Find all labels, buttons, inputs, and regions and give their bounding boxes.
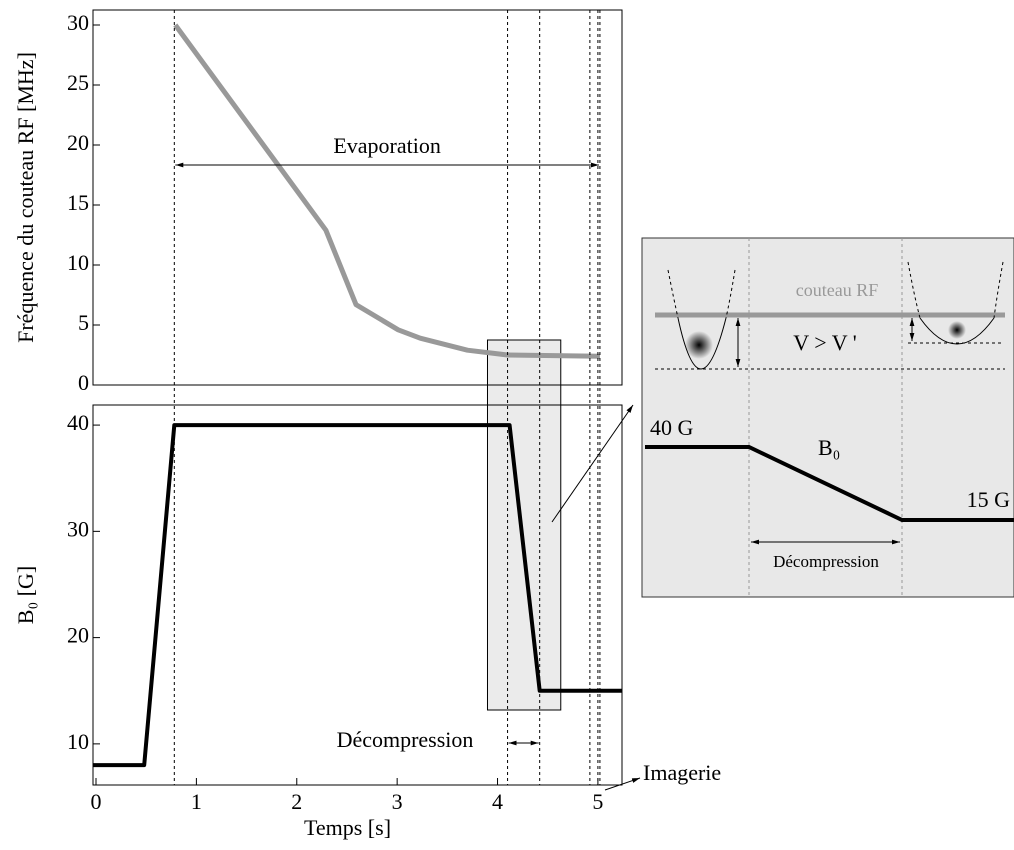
y-tick-label: 40 (67, 410, 89, 435)
field-label: B₀ (818, 435, 840, 460)
y-tick-label: 15 (67, 190, 89, 215)
evaporation-label: Evaporation (333, 133, 441, 158)
trap-top (907, 261, 921, 319)
decompression-label: Décompression (337, 727, 474, 752)
knife-label: couteau RF (796, 280, 879, 300)
trap-top (993, 261, 1004, 319)
series-line (173, 23, 600, 359)
y-tick-label: 5 (78, 310, 89, 335)
trap (677, 317, 727, 370)
inset: couteau RF V > V ' 40 G B₀ 15 G Décompre… (641, 237, 1014, 598)
y-tick-label: 10 (67, 250, 89, 275)
y-tick-label: 20 (67, 623, 89, 648)
y-tick-label: 30 (67, 10, 89, 35)
y-tick-label: 10 (67, 729, 89, 754)
atom-cloud (685, 331, 713, 359)
atom-cloud (948, 321, 966, 339)
inset-frame (641, 237, 1014, 598)
x-tick-label: 2 (291, 789, 302, 814)
imaging-arrow (604, 777, 641, 791)
end-field: 15 G (967, 487, 1011, 512)
y-tick-label: 25 (67, 70, 89, 95)
x-tick-label: 5 (592, 789, 603, 814)
plot-frame (92, 404, 623, 786)
zoom-arrow (551, 404, 634, 523)
zoom-region (486, 339, 562, 711)
imaging-label: Imagerie (643, 760, 721, 785)
x-tick-label: 1 (191, 789, 202, 814)
x-tick-label: 3 (392, 789, 403, 814)
series-line (93, 423, 622, 768)
y-tick-label: 0 (78, 370, 89, 395)
y-axis-label: B₀ [G] (13, 566, 38, 624)
x-axis-label: Temps [s] (304, 815, 391, 840)
y-axis-label: Fréquence du couteau RF [MHz] (13, 52, 38, 343)
inequality: V > V ' (793, 330, 856, 355)
y-tick-label: 30 (67, 516, 89, 541)
field-ramp (645, 445, 1014, 522)
trap (919, 317, 995, 345)
x-tick-label: 0 (91, 789, 102, 814)
x-tick-label: 4 (492, 789, 503, 814)
start-field: 40 G (650, 415, 694, 440)
plot-frame (92, 9, 623, 386)
y-tick-label: 20 (67, 130, 89, 155)
phase-label: Décompression (773, 552, 879, 571)
